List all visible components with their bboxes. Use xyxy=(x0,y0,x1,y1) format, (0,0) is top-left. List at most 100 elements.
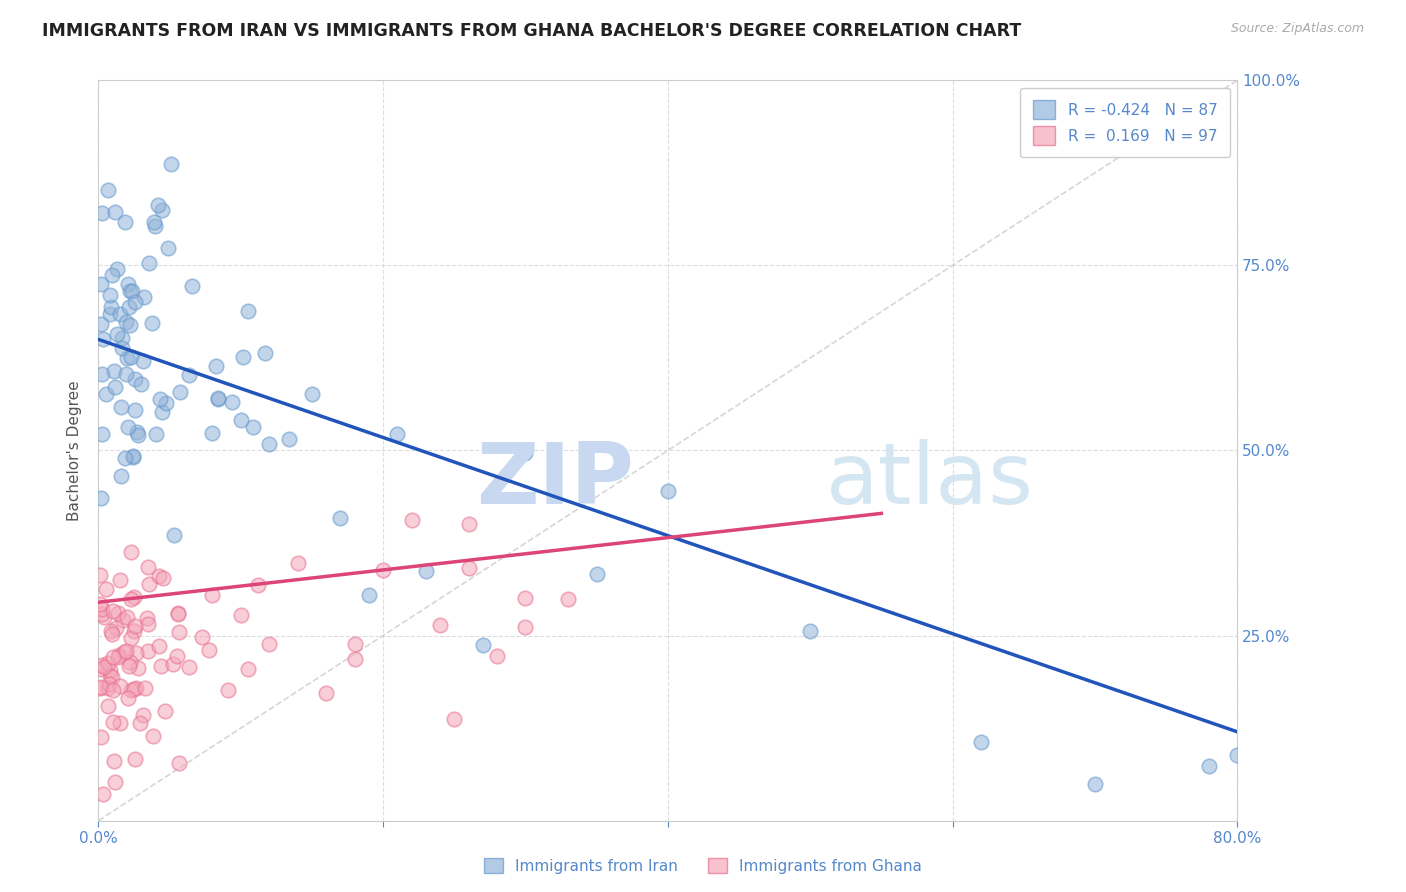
Point xyxy=(91,602,114,616)
Point xyxy=(229,413,252,427)
Point xyxy=(100,670,122,684)
Point xyxy=(89,597,111,611)
Point xyxy=(515,591,537,606)
Point xyxy=(98,668,121,682)
Point xyxy=(457,516,479,531)
Point xyxy=(89,681,111,695)
Point xyxy=(98,677,121,691)
Point xyxy=(657,483,679,498)
Point xyxy=(120,655,142,669)
Point xyxy=(124,402,146,417)
Point xyxy=(136,611,159,625)
Point xyxy=(118,300,141,314)
Point xyxy=(105,261,128,276)
Point xyxy=(217,682,239,697)
Point xyxy=(181,279,204,293)
Point xyxy=(115,315,138,329)
Text: ZIP: ZIP xyxy=(477,439,634,522)
Point xyxy=(111,342,134,356)
Point xyxy=(259,437,281,451)
Point xyxy=(155,396,177,410)
Point xyxy=(107,607,129,621)
Point xyxy=(167,624,190,639)
Point xyxy=(90,277,112,291)
Point xyxy=(287,556,309,570)
Point xyxy=(120,592,142,607)
Point xyxy=(122,449,145,463)
Point xyxy=(152,571,174,585)
Point xyxy=(277,432,299,446)
Point xyxy=(242,420,264,434)
Point xyxy=(100,663,122,677)
Point xyxy=(557,591,579,606)
Point xyxy=(122,682,145,697)
Point xyxy=(138,256,160,270)
Point xyxy=(387,427,409,442)
Point xyxy=(152,203,174,218)
Point xyxy=(232,350,254,364)
Point xyxy=(112,645,135,659)
Point xyxy=(145,427,167,442)
Point xyxy=(115,351,138,365)
Point xyxy=(201,588,224,602)
Point xyxy=(162,657,184,671)
Point xyxy=(125,646,148,660)
Point xyxy=(111,331,134,345)
Point xyxy=(94,582,117,597)
Point xyxy=(301,387,323,401)
Point xyxy=(160,156,183,170)
Point xyxy=(142,729,165,743)
Point xyxy=(117,419,139,434)
Point xyxy=(121,284,143,298)
Point xyxy=(117,690,139,705)
Point xyxy=(112,613,135,627)
Point xyxy=(124,619,146,633)
Point xyxy=(150,405,173,419)
Point xyxy=(149,392,172,406)
Point xyxy=(89,568,111,582)
Point xyxy=(486,649,509,664)
Y-axis label: Bachelor's Degree: Bachelor's Degree xyxy=(67,380,83,521)
Point xyxy=(125,681,148,696)
Point xyxy=(163,527,186,541)
Legend: Immigrants from Iran, Immigrants from Ghana: Immigrants from Iran, Immigrants from Gh… xyxy=(478,852,928,880)
Point xyxy=(94,387,117,401)
Point xyxy=(132,708,155,723)
Point xyxy=(93,660,115,674)
Point xyxy=(91,427,114,442)
Point xyxy=(114,215,136,229)
Point xyxy=(236,304,259,318)
Point xyxy=(97,681,120,695)
Point xyxy=(357,588,380,602)
Point xyxy=(585,566,607,581)
Point xyxy=(179,660,201,674)
Point xyxy=(120,544,142,558)
Point xyxy=(93,609,115,624)
Point xyxy=(129,377,152,392)
Point xyxy=(134,681,156,696)
Point xyxy=(138,576,160,591)
Point xyxy=(103,364,125,378)
Text: atlas: atlas xyxy=(825,439,1033,522)
Point xyxy=(167,756,190,770)
Point xyxy=(105,327,128,342)
Point xyxy=(207,391,229,405)
Point xyxy=(97,698,120,713)
Point xyxy=(136,644,159,658)
Point xyxy=(128,716,150,731)
Point xyxy=(148,569,170,583)
Point xyxy=(115,644,138,658)
Point xyxy=(124,372,146,386)
Point xyxy=(191,631,214,645)
Point xyxy=(124,624,146,638)
Point xyxy=(343,637,366,651)
Point xyxy=(246,578,269,592)
Point xyxy=(101,683,124,698)
Point xyxy=(108,307,131,321)
Point xyxy=(373,563,395,577)
Point xyxy=(515,446,537,460)
Point xyxy=(104,204,127,219)
Point xyxy=(136,616,159,631)
Point xyxy=(122,450,145,465)
Point xyxy=(124,294,146,309)
